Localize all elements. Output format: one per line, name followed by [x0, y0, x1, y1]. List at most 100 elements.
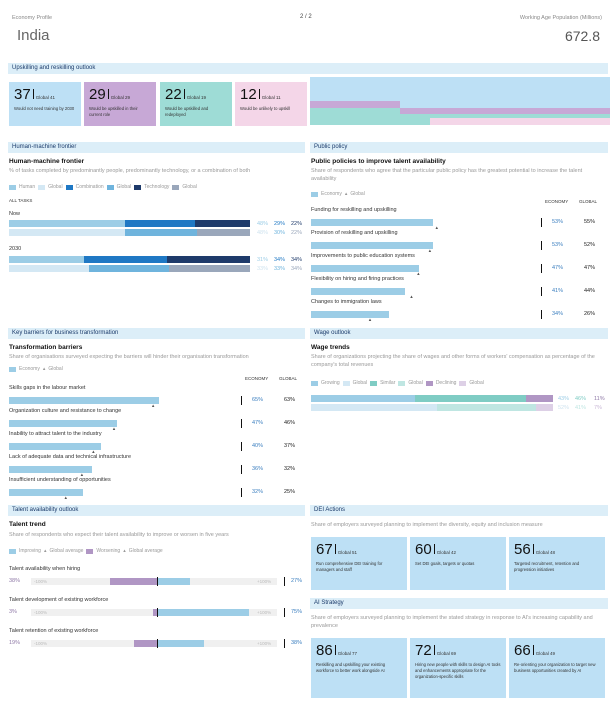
barrier-global-marker: ▴	[64, 495, 68, 501]
stat-global: Global 41	[35, 95, 55, 100]
legend-swatch	[342, 380, 350, 386]
hmf-2030-tech-glob-pct: 34%	[291, 266, 303, 272]
stat-card-row: 60 Global 42	[415, 541, 501, 558]
talent-center-line	[157, 608, 158, 617]
legend-label: Economy	[19, 366, 40, 372]
hmf-now-tech-pct: 22%	[291, 221, 303, 227]
policy-row-label: Flexibility on hiring and firing practic…	[311, 276, 404, 282]
legend-label: Global	[182, 184, 197, 190]
legend-swatch	[172, 184, 180, 190]
stat-value: 67	[316, 541, 333, 558]
wage-eco-declining	[526, 395, 553, 402]
hmf-now-combination-global	[125, 229, 197, 236]
talent-max-label: +100%	[257, 579, 272, 584]
policy-eco-pct: 34%	[552, 311, 564, 317]
stat-text: Would be upskilled and redeployed	[165, 106, 209, 117]
wage-legend: Growing Global Similar Global Declining …	[311, 380, 484, 386]
talent-desc: Share of respondents who expect their ta…	[9, 532, 229, 538]
stat-value: 66	[514, 642, 531, 659]
hmf-now-comb-pct: 29%	[274, 221, 286, 227]
legend-label: Worsening	[96, 548, 121, 554]
stat-card-row: 56 Global 48	[514, 541, 600, 558]
policy-title: Public policies to improve talent availa…	[311, 158, 446, 165]
barrier-divider	[241, 442, 242, 451]
legend-swatch	[9, 184, 16, 190]
talent-row-label: Talent availability when hiring	[9, 566, 81, 572]
talent-worsening-bar	[153, 609, 157, 616]
stat-card: 60 Global 42 Set DEI goals, targets or quo…	[410, 537, 506, 590]
stat-divider	[183, 89, 185, 99]
talent-improving-bar	[157, 640, 204, 647]
hmf-2030-technology	[167, 256, 250, 263]
barriers-title: Transformation barriers	[9, 344, 83, 351]
hmf-2030-combination	[84, 256, 167, 263]
country-name: India	[17, 27, 50, 44]
upskill-band-redeployed-2	[400, 114, 610, 118]
stat-text: Would not need training by 2030	[14, 106, 75, 111]
legend-swatch	[65, 184, 73, 190]
barrier-divider	[241, 465, 242, 474]
policy-divider	[541, 264, 542, 273]
talent-max-label: +100%	[257, 641, 272, 646]
barrier-row-label: Organization culture and resistance to c…	[9, 408, 122, 414]
legend-swatch	[311, 380, 318, 386]
policy-eco-pct: 53%	[552, 219, 564, 225]
policy-desc: Share of respondents who agree that the …	[311, 168, 583, 182]
talent-center-line	[157, 639, 158, 648]
barrier-row-label: Lack of adequate data and technical infr…	[9, 454, 131, 460]
policy-divider	[541, 218, 542, 227]
stat-global: Global 19	[186, 95, 206, 100]
stat-text: Would be unlikely to upskill	[240, 106, 291, 111]
policy-global-marker: ▴	[410, 294, 413, 300]
talent-row-label: Talent retention of existing workforce	[9, 628, 99, 634]
stat-global: Global 49	[535, 651, 555, 656]
policy-eco-pct: 41%	[552, 288, 564, 294]
barrier-row-bar	[9, 420, 118, 427]
legend-label: Global	[352, 380, 368, 386]
talent-center-line	[157, 577, 158, 586]
policy-row-bar	[311, 311, 390, 318]
population-value: 672.8	[564, 28, 600, 44]
upskill-band-redeployed	[310, 108, 400, 118]
wage-eco-declining-pct: 11%	[594, 396, 605, 402]
policy-glob-pct: 44%	[584, 288, 596, 294]
page-indicator: 2 / 2	[300, 14, 312, 20]
stat-value: 29	[89, 86, 106, 103]
stat-card-row: 12 Global 11	[240, 86, 302, 103]
barrier-global-marker: ▴	[112, 426, 116, 432]
talent-improving-bar	[157, 578, 191, 585]
barrier-divider	[241, 488, 242, 497]
legend-swatch	[106, 184, 114, 190]
policy-global-marker: ▴	[435, 225, 439, 231]
legend-label: Declining	[435, 380, 457, 386]
hmf-now-human	[9, 220, 125, 227]
legend-label: Growing	[321, 380, 340, 386]
barriers-col-global: GLOBAL	[279, 376, 298, 381]
hmf-2030-technology-global	[169, 265, 250, 272]
talent-section-header: Talent availability outlook	[8, 505, 305, 516]
legend-label: Global	[469, 380, 484, 386]
talent-legend: Improving ▴ Global average Worsening ▴ Glo…	[9, 548, 163, 554]
wage-glob-similar-pct: 41%	[575, 405, 587, 411]
talent-worsening-bar	[110, 578, 157, 585]
hmf-2030-human-global	[9, 265, 89, 272]
profile-label: Economy Profile	[12, 15, 53, 21]
hmf-legend: Human Global Combination Global Technolo…	[9, 184, 197, 190]
stat-card-row: 66 Global 49	[514, 642, 600, 659]
wage-glob-declining-pct: 7%	[594, 405, 602, 411]
policy-divider	[541, 310, 542, 319]
legend-swatch	[398, 380, 406, 386]
talent-improving-bar	[157, 609, 250, 616]
legend-label: Human	[19, 184, 36, 190]
dei-desc: Share of employers surveyed planning to …	[311, 522, 543, 528]
stat-global: Global 48	[535, 550, 555, 555]
hmf-2030-human-pct: 31%	[257, 257, 269, 263]
barriers-col-economy: ECONOMY	[245, 376, 269, 381]
policy-col-economy: ECONOMY	[545, 199, 569, 204]
upskilling-stacked-chart	[310, 77, 610, 125]
wage-title: Wage trends	[311, 344, 350, 351]
policy-row-bar	[311, 265, 420, 272]
barrier-glob-pct: 37%	[284, 443, 296, 449]
talent-improve-pct: 75%	[291, 609, 303, 615]
barriers-desc: Share of organisations surveyed expectin…	[9, 354, 249, 360]
